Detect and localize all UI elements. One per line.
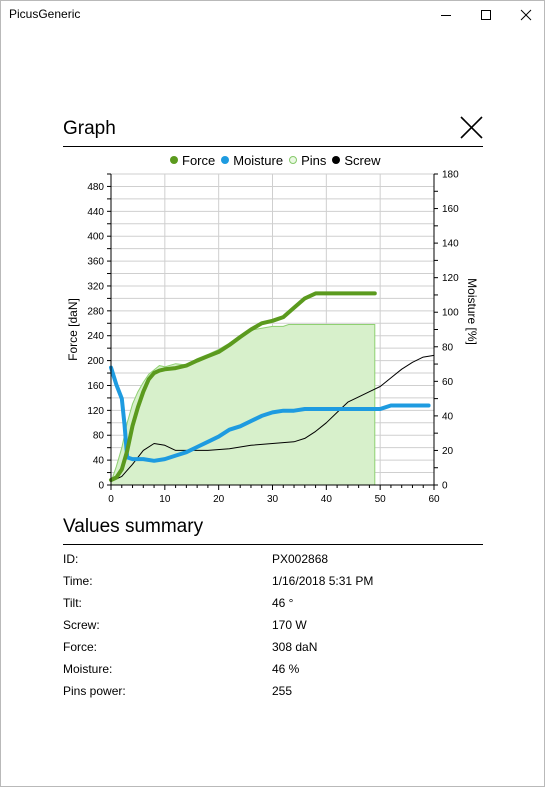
- legend-item-force: Force: [170, 153, 215, 168]
- y-left-tick-label: 40: [93, 456, 105, 467]
- title-bar[interactable]: PicusGeneric: [0, 0, 545, 30]
- y-axis-right-label: Moisture [%]: [465, 278, 479, 345]
- y-right-tick-label: 60: [442, 377, 454, 388]
- x-tick-label: 0: [108, 494, 114, 505]
- y-right-tick-label: 160: [442, 204, 459, 215]
- summary-label: Pins power:: [63, 684, 126, 698]
- close-window-button[interactable]: [508, 0, 544, 30]
- close-graph-button[interactable]: [457, 114, 487, 142]
- x-tick-label: 40: [321, 494, 333, 505]
- graph-title: Graph: [63, 118, 116, 139]
- y-left-tick-label: 440: [87, 207, 104, 218]
- y-axis-left-label: Force [daN]: [66, 298, 80, 361]
- summary-label: ID:: [63, 552, 79, 566]
- minimize-button[interactable]: [428, 0, 464, 30]
- summary-value: 308 daN: [272, 640, 318, 654]
- app-title: PicusGeneric: [9, 7, 81, 21]
- summary-row-tilt: Tilt: 46 °: [63, 596, 483, 614]
- chart-legend: Force Moisture Pins Screw: [170, 151, 387, 169]
- summary-divider: [63, 544, 483, 545]
- y-right-tick-label: 20: [442, 446, 454, 457]
- y-right-tick-label: 140: [442, 239, 459, 250]
- legend-dot-force: [170, 156, 178, 164]
- y-right-tick-label: 40: [442, 411, 454, 422]
- y-left-tick-label: 480: [87, 182, 104, 193]
- y-left-tick-label: 0: [98, 481, 104, 492]
- y-left-tick-label: 280: [87, 306, 104, 317]
- legend-dot-pins: [289, 156, 298, 164]
- chart-lines: [109, 291, 435, 482]
- legend-label: Moisture: [233, 152, 284, 168]
- screw-line: [110, 354, 435, 482]
- legend-item-pins: Pins: [289, 153, 326, 168]
- y-left-tick-label: 120: [87, 406, 104, 417]
- summary-row-id: ID: PX002868: [63, 552, 483, 570]
- force-moisture-chart: 0408012016020024028032036040044048002040…: [66, 170, 479, 506]
- maximize-button[interactable]: [468, 0, 504, 30]
- pins-area-fill: [111, 324, 375, 485]
- summary-row-screw: Screw: 170 W: [63, 618, 483, 636]
- legend-label: Pins: [301, 152, 327, 168]
- force-line: [109, 291, 377, 482]
- x-tick-label: 60: [428, 494, 440, 505]
- y-left-tick-label: 160: [87, 381, 104, 392]
- close-icon: [460, 116, 483, 139]
- close-icon: [520, 9, 532, 21]
- legend-item-moisture: Moisture: [221, 153, 283, 168]
- y-left-tick-label: 400: [87, 232, 104, 243]
- graph-divider: [63, 146, 483, 147]
- summary-row-force: Force: 308 daN: [63, 640, 483, 658]
- minimize-icon: [441, 15, 451, 16]
- y-right-tick-label: 80: [442, 342, 454, 353]
- summary-label: Tilt:: [63, 596, 82, 610]
- y-left-tick-label: 320: [87, 281, 104, 292]
- y-left-tick-label: 200: [87, 356, 104, 367]
- y-right-tick-label: 100: [442, 308, 459, 319]
- maximize-icon: [481, 10, 491, 20]
- summary-value: 255: [272, 684, 293, 698]
- legend-item-screw: Screw: [332, 152, 381, 168]
- x-tick-label: 50: [375, 494, 387, 505]
- y-right-tick-label: 120: [442, 273, 459, 284]
- legend-dot-moisture: [221, 156, 230, 164]
- legend-label: Force: [182, 152, 216, 168]
- summary-row-pins-power: Pins power: 255: [63, 684, 483, 702]
- summary-label: Moisture:: [63, 662, 113, 676]
- chart-axes: 0408012016020024028032036040044048002040…: [87, 170, 459, 506]
- summary-value: 46 %: [272, 662, 300, 676]
- y-left-tick-label: 240: [87, 331, 104, 342]
- summary-label: Screw:: [63, 618, 100, 632]
- y-right-tick-label: 0: [442, 481, 448, 492]
- x-tick-label: 30: [267, 494, 279, 505]
- x-tick-label: 20: [213, 494, 225, 505]
- summary-value: 170 W: [272, 618, 307, 632]
- y-left-tick-label: 80: [93, 431, 105, 442]
- summary-value: 46 °: [272, 596, 294, 610]
- moisture-line: [109, 365, 431, 463]
- summary-row-time: Time: 1/16/2018 5:31 PM: [63, 574, 483, 592]
- summary-row-moisture: Moisture: 46 %: [63, 662, 483, 680]
- y-right-tick-label: 180: [442, 170, 459, 181]
- x-tick-label: 10: [159, 494, 171, 505]
- summary-label: Time:: [63, 574, 93, 588]
- legend-dot-screw: [332, 156, 341, 164]
- summary-label: Force:: [63, 640, 98, 654]
- summary-title: Values summary: [63, 516, 204, 537]
- legend-label: Screw: [344, 152, 381, 168]
- summary-value: 1/16/2018 5:31 PM: [272, 574, 374, 588]
- y-left-tick-label: 360: [87, 257, 104, 268]
- summary-value: PX002868: [272, 552, 329, 566]
